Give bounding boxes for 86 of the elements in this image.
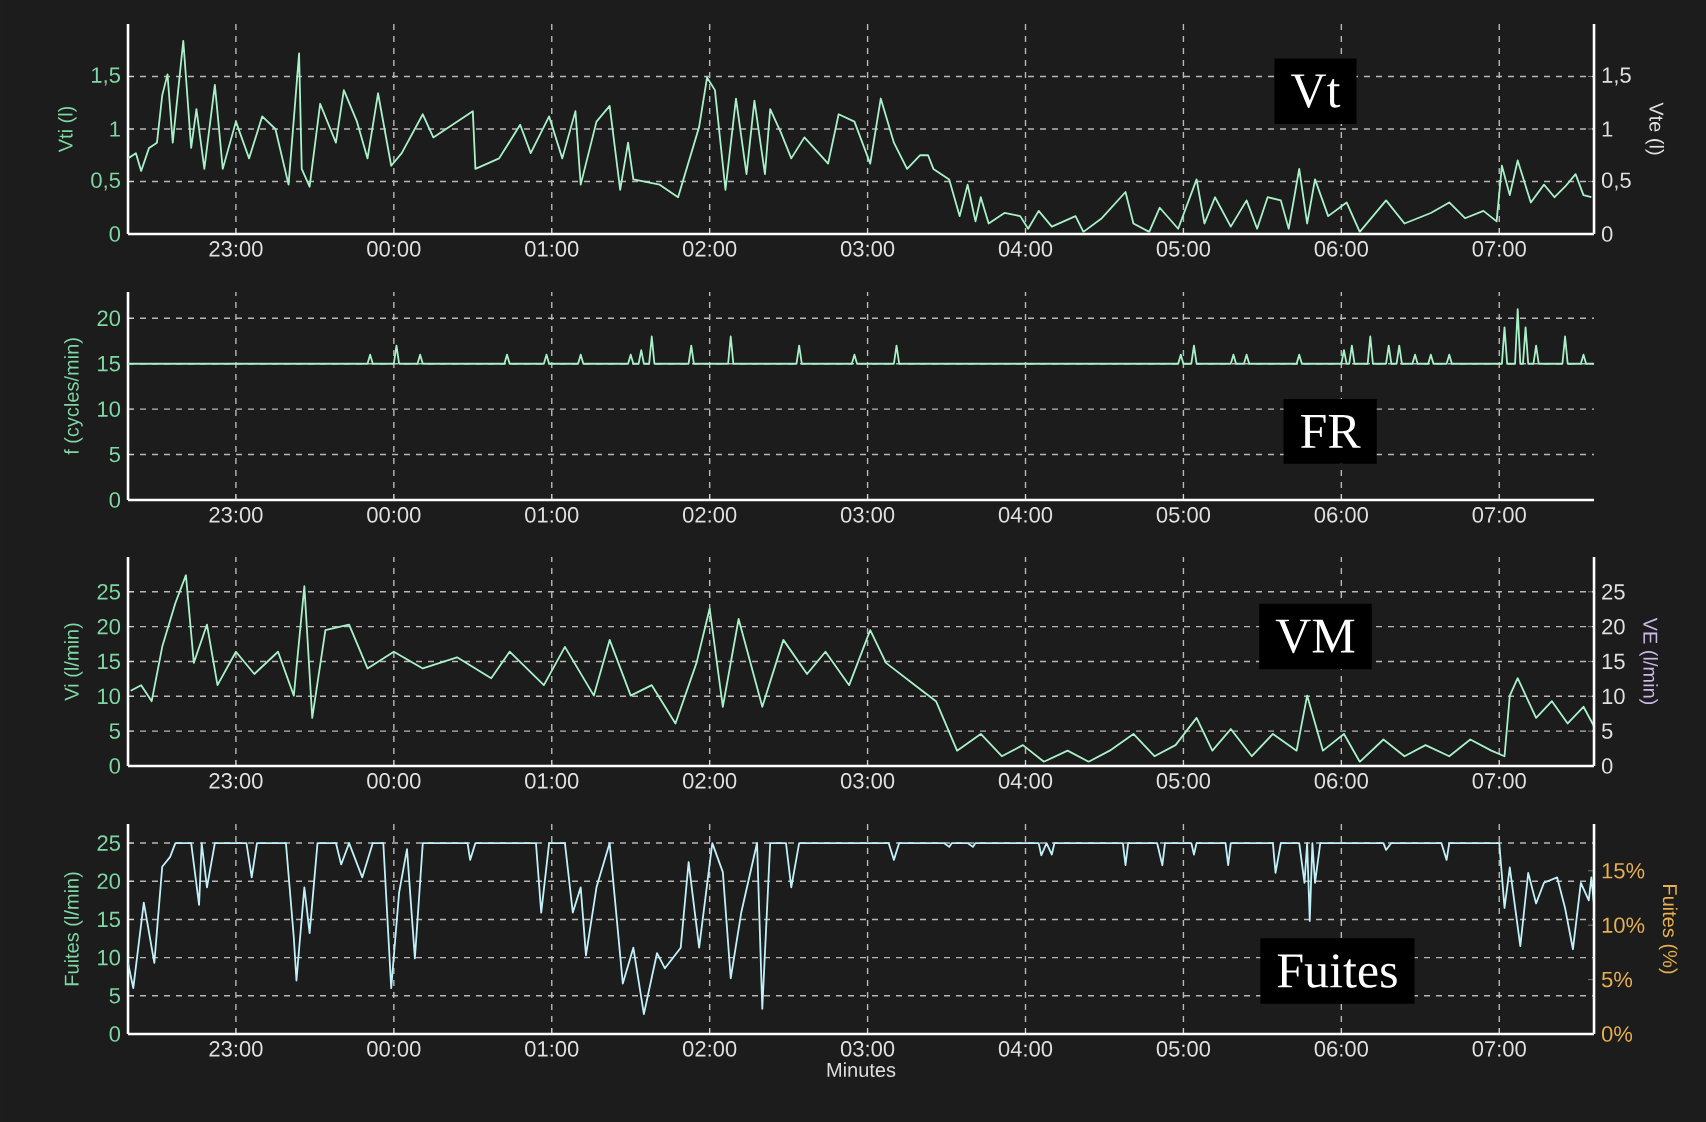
y-tick-label: 20 bbox=[97, 310, 121, 327]
x-tick-label: 06:00 bbox=[1314, 1041, 1368, 1057]
annotation: Vt bbox=[1291, 74, 1341, 108]
y-tick-label: 5 bbox=[109, 988, 120, 1004]
x-tick-label: 07:00 bbox=[1472, 773, 1526, 789]
y-axis-title: Vi (l/min) bbox=[64, 623, 83, 701]
x-tick-label: 01:00 bbox=[525, 241, 579, 257]
x-tick-label: 03:00 bbox=[840, 241, 895, 257]
annotation: FR bbox=[1301, 414, 1361, 448]
x-tick-label: 04:00 bbox=[998, 507, 1053, 523]
x-tick-label: 02:00 bbox=[682, 241, 737, 257]
annotation: VM bbox=[1275, 619, 1355, 654]
x-tick-label: 04:00 bbox=[998, 1041, 1053, 1057]
y2-tick-label: 0 bbox=[1601, 758, 1613, 774]
y-tick-label: 15 bbox=[98, 653, 120, 670]
x-tick-label: 01:00 bbox=[525, 773, 579, 789]
x-tick-label: 02:00 bbox=[682, 773, 737, 789]
y-axis-title: Vti (l) bbox=[58, 106, 77, 153]
x-tick-label: 04:00 bbox=[998, 241, 1053, 257]
y-tick-label: 1 bbox=[110, 121, 120, 137]
x-tick-label: 00:00 bbox=[367, 773, 421, 789]
y-axis-title: Fuites (l/min) bbox=[64, 872, 83, 986]
y2-tick-label: 15% bbox=[1602, 863, 1645, 879]
y-tick-label: 0 bbox=[109, 758, 121, 774]
x-tick-label: 23:00 bbox=[209, 241, 263, 257]
y2-tick-label: 10% bbox=[1602, 917, 1645, 933]
y-tick-label: 25 bbox=[97, 584, 120, 600]
y-tick-label: 5 bbox=[109, 446, 120, 463]
x-tick-label: 01:00 bbox=[525, 507, 579, 523]
x-tick-label: 05:00 bbox=[1156, 241, 1211, 257]
y2-tick-label: 0% bbox=[1601, 1026, 1633, 1042]
x-tick-label: 06:00 bbox=[1314, 773, 1368, 789]
y-tick-label: 1,5 bbox=[92, 67, 120, 86]
y-tick-label: 5 bbox=[109, 723, 120, 739]
x-tick-label: 01:00 bbox=[525, 1041, 579, 1057]
y2-tick-label: 10 bbox=[1602, 688, 1625, 705]
x-tick-label: 23:00 bbox=[209, 773, 263, 789]
line-series bbox=[128, 308, 1595, 365]
x-tick-label: 07:00 bbox=[1472, 1041, 1526, 1057]
x-axis-title: Minutes bbox=[827, 1062, 896, 1078]
y2-tick-label: 5% bbox=[1601, 971, 1633, 988]
y2-tick-label: 25 bbox=[1602, 584, 1625, 600]
y-tick-label: 15 bbox=[98, 356, 120, 372]
y2-tick-label: 20 bbox=[1602, 618, 1625, 635]
y2-tick-label: 5 bbox=[1601, 723, 1613, 739]
y-tick-label: 0,5 bbox=[91, 172, 120, 191]
y2-tick-label: 1,5 bbox=[1602, 67, 1631, 86]
x-tick-label: 02:00 bbox=[682, 507, 737, 523]
y-axis-title: f (cycles/min) bbox=[64, 338, 83, 455]
x-tick-label: 03:00 bbox=[840, 507, 895, 523]
x-tick-label: 02:00 bbox=[682, 1041, 737, 1057]
y-tick-label: 15 bbox=[98, 911, 120, 928]
y2-tick-label: 15 bbox=[1602, 653, 1625, 670]
y-tick-label: 10 bbox=[98, 949, 121, 966]
x-tick-label: 03:00 bbox=[840, 773, 895, 789]
y2-tick-label: 0 bbox=[1601, 226, 1613, 242]
x-tick-label: 23:00 bbox=[209, 507, 263, 523]
x-tick-label: 06:00 bbox=[1314, 241, 1368, 257]
x-tick-label: 03:00 bbox=[840, 1041, 895, 1057]
line-series bbox=[129, 574, 1595, 763]
y2-tick-label: 1 bbox=[1602, 121, 1613, 137]
y-tick-label: 10 bbox=[98, 401, 121, 417]
y-tick-label: 0 bbox=[109, 226, 121, 242]
x-tick-label: 04:00 bbox=[998, 773, 1053, 789]
x-tick-label: 23:00 bbox=[209, 1041, 263, 1057]
y-tick-label: 10 bbox=[98, 688, 121, 705]
y-tick-label: 0 bbox=[109, 492, 121, 508]
y2-axis-title: VE (l/min) bbox=[1639, 617, 1658, 705]
y2-axis-title: Vte (l) bbox=[1645, 102, 1665, 155]
y2-tick-label: 0,5 bbox=[1601, 172, 1631, 191]
x-tick-label: 00:00 bbox=[367, 241, 421, 257]
annotation: Fuites bbox=[1277, 954, 1397, 988]
x-tick-label: 05:00 bbox=[1156, 1041, 1211, 1057]
y-tick-label: 20 bbox=[97, 618, 121, 635]
x-tick-label: 05:00 bbox=[1156, 507, 1211, 523]
x-tick-label: 00:00 bbox=[367, 1041, 421, 1057]
x-tick-label: 07:00 bbox=[1472, 241, 1526, 257]
y2-axis-title: Fuites (%) bbox=[1658, 885, 1678, 974]
x-tick-label: 00:00 bbox=[367, 507, 421, 523]
x-tick-label: 07:00 bbox=[1472, 507, 1526, 523]
line-series bbox=[128, 842, 1595, 1016]
y-tick-label: 0 bbox=[109, 1026, 121, 1042]
y-tick-label: 20 bbox=[97, 873, 121, 890]
x-tick-label: 06:00 bbox=[1314, 507, 1368, 523]
y-tick-label: 25 bbox=[97, 835, 120, 851]
x-tick-label: 05:00 bbox=[1156, 773, 1211, 789]
